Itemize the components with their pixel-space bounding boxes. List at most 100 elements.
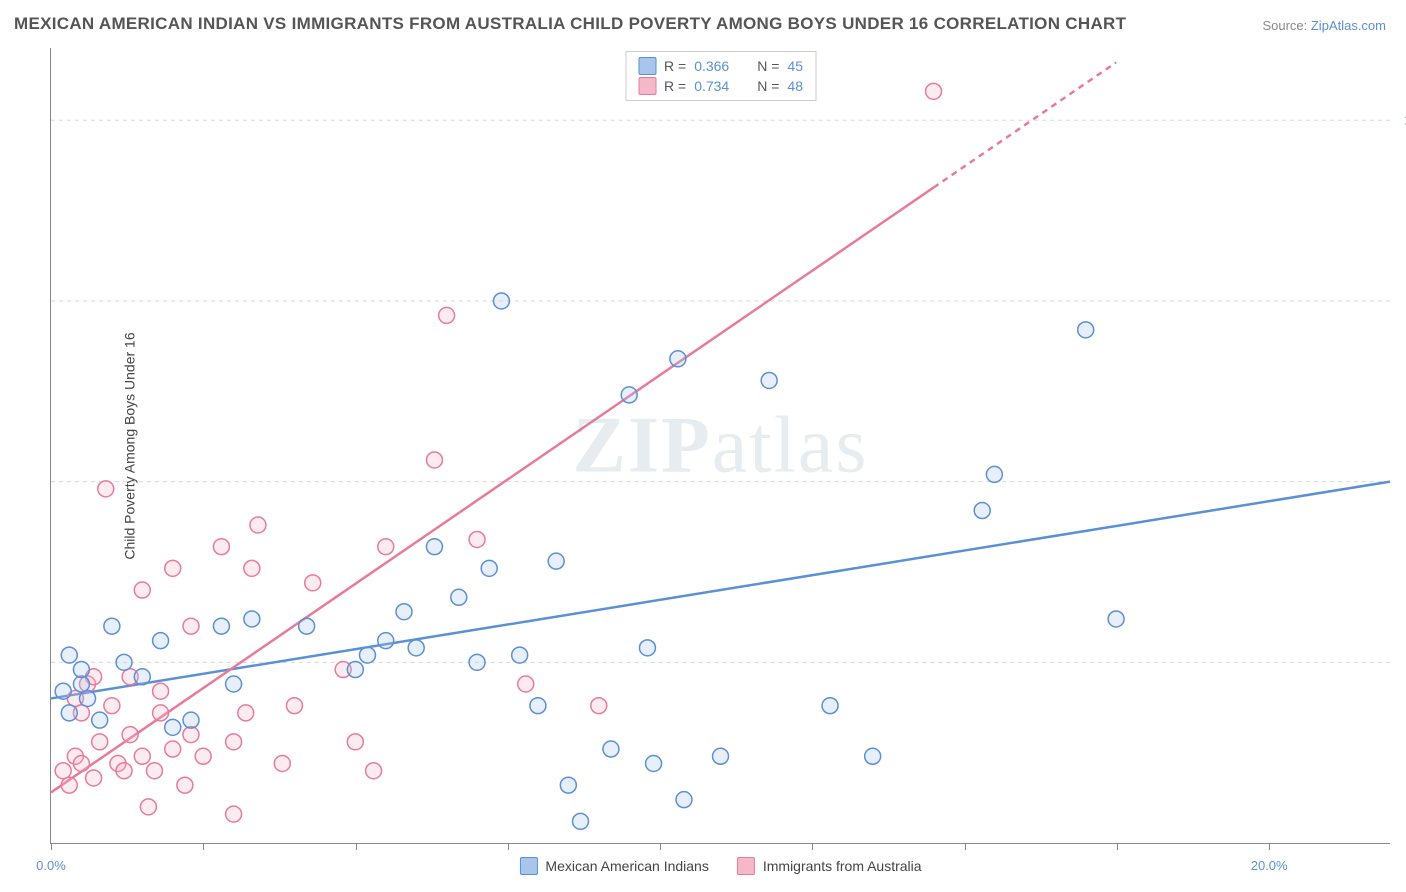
data-point bbox=[250, 517, 266, 533]
legend-swatch-series1 bbox=[638, 57, 656, 75]
data-point bbox=[347, 734, 363, 750]
data-point bbox=[469, 531, 485, 547]
plot-area: ZIPatlas R = 0.366 N = 45 R = 0.734 N = bbox=[50, 48, 1390, 844]
data-point bbox=[226, 676, 242, 692]
data-point bbox=[183, 727, 199, 743]
data-point bbox=[299, 618, 315, 634]
legend-swatch-series2 bbox=[638, 77, 656, 95]
data-point bbox=[213, 539, 229, 555]
data-point bbox=[670, 351, 686, 367]
data-point bbox=[512, 647, 528, 663]
data-point bbox=[573, 813, 589, 829]
source-link[interactable]: ZipAtlas.com bbox=[1311, 18, 1386, 33]
legend-r-label-2: R = bbox=[664, 78, 686, 94]
data-point bbox=[55, 683, 71, 699]
source-attribution: Source: ZipAtlas.com bbox=[1262, 18, 1386, 33]
data-point bbox=[439, 307, 455, 323]
data-point bbox=[865, 748, 881, 764]
data-point bbox=[1078, 322, 1094, 338]
data-point bbox=[274, 756, 290, 772]
x-tick bbox=[1269, 843, 1270, 850]
x-tick bbox=[1117, 843, 1118, 850]
x-tick bbox=[203, 843, 204, 850]
legend-correlation: R = 0.366 N = 45 R = 0.734 N = 48 bbox=[625, 51, 816, 101]
x-tick bbox=[965, 843, 966, 850]
data-point bbox=[713, 748, 729, 764]
data-point bbox=[134, 582, 150, 598]
data-point bbox=[195, 748, 211, 764]
data-point bbox=[153, 683, 169, 699]
legend-swatch-bottom-1 bbox=[519, 857, 537, 875]
data-point bbox=[451, 589, 467, 605]
data-point bbox=[73, 662, 89, 678]
data-point bbox=[134, 748, 150, 764]
legend-n-value-1: 45 bbox=[787, 58, 803, 74]
data-point bbox=[146, 763, 162, 779]
data-point bbox=[493, 293, 509, 309]
plot-svg bbox=[51, 48, 1390, 843]
data-point bbox=[80, 690, 96, 706]
data-point bbox=[974, 503, 990, 519]
legend-n-value-2: 48 bbox=[787, 78, 803, 94]
data-point bbox=[621, 387, 637, 403]
x-tick bbox=[508, 843, 509, 850]
data-point bbox=[165, 719, 181, 735]
data-point bbox=[518, 676, 534, 692]
x-tick-label: 0.0% bbox=[36, 858, 66, 873]
data-point bbox=[183, 712, 199, 728]
data-point bbox=[305, 575, 321, 591]
x-tick-label: 20.0% bbox=[1251, 858, 1288, 873]
data-point bbox=[104, 618, 120, 634]
data-point bbox=[347, 662, 363, 678]
legend-row-series1: R = 0.366 N = 45 bbox=[638, 56, 803, 76]
data-point bbox=[177, 777, 193, 793]
data-point bbox=[183, 618, 199, 634]
data-point bbox=[1108, 611, 1124, 627]
data-point bbox=[426, 539, 442, 555]
data-point bbox=[603, 741, 619, 757]
data-point bbox=[226, 734, 242, 750]
data-point bbox=[238, 705, 254, 721]
data-point bbox=[104, 698, 120, 714]
data-point bbox=[469, 654, 485, 670]
data-point bbox=[244, 560, 260, 576]
legend-swatch-bottom-2 bbox=[737, 857, 755, 875]
data-point bbox=[591, 698, 607, 714]
data-point bbox=[366, 763, 382, 779]
data-point bbox=[153, 705, 169, 721]
correlation-chart: MEXICAN AMERICAN INDIAN VS IMMIGRANTS FR… bbox=[0, 0, 1406, 892]
data-point bbox=[396, 604, 412, 620]
data-point bbox=[408, 640, 424, 656]
x-tick bbox=[356, 843, 357, 850]
data-point bbox=[560, 777, 576, 793]
data-point bbox=[426, 452, 442, 468]
data-point bbox=[676, 792, 692, 808]
data-point bbox=[481, 560, 497, 576]
data-point bbox=[986, 466, 1002, 482]
data-point bbox=[92, 734, 108, 750]
legend-item-series2: Immigrants from Australia bbox=[737, 857, 922, 875]
data-point bbox=[61, 777, 77, 793]
data-point bbox=[73, 756, 89, 772]
data-point bbox=[244, 611, 260, 627]
chart-title: MEXICAN AMERICAN INDIAN VS IMMIGRANTS FR… bbox=[14, 14, 1126, 34]
legend-row-series2: R = 0.734 N = 48 bbox=[638, 76, 803, 96]
legend-label-series1: Mexican American Indians bbox=[545, 858, 708, 874]
data-point bbox=[639, 640, 655, 656]
data-point bbox=[822, 698, 838, 714]
x-tick bbox=[51, 843, 52, 850]
legend-label-series2: Immigrants from Australia bbox=[763, 858, 922, 874]
data-point bbox=[548, 553, 564, 569]
legend-r-value-2: 0.734 bbox=[694, 78, 729, 94]
x-tick bbox=[812, 843, 813, 850]
legend-item-series1: Mexican American Indians bbox=[519, 857, 708, 875]
data-point bbox=[73, 676, 89, 692]
data-point bbox=[646, 756, 662, 772]
x-tick bbox=[660, 843, 661, 850]
legend-r-label-1: R = bbox=[664, 58, 686, 74]
legend-r-value-1: 0.366 bbox=[694, 58, 729, 74]
data-point bbox=[116, 654, 132, 670]
data-point bbox=[761, 372, 777, 388]
data-point bbox=[134, 669, 150, 685]
data-point bbox=[165, 741, 181, 757]
